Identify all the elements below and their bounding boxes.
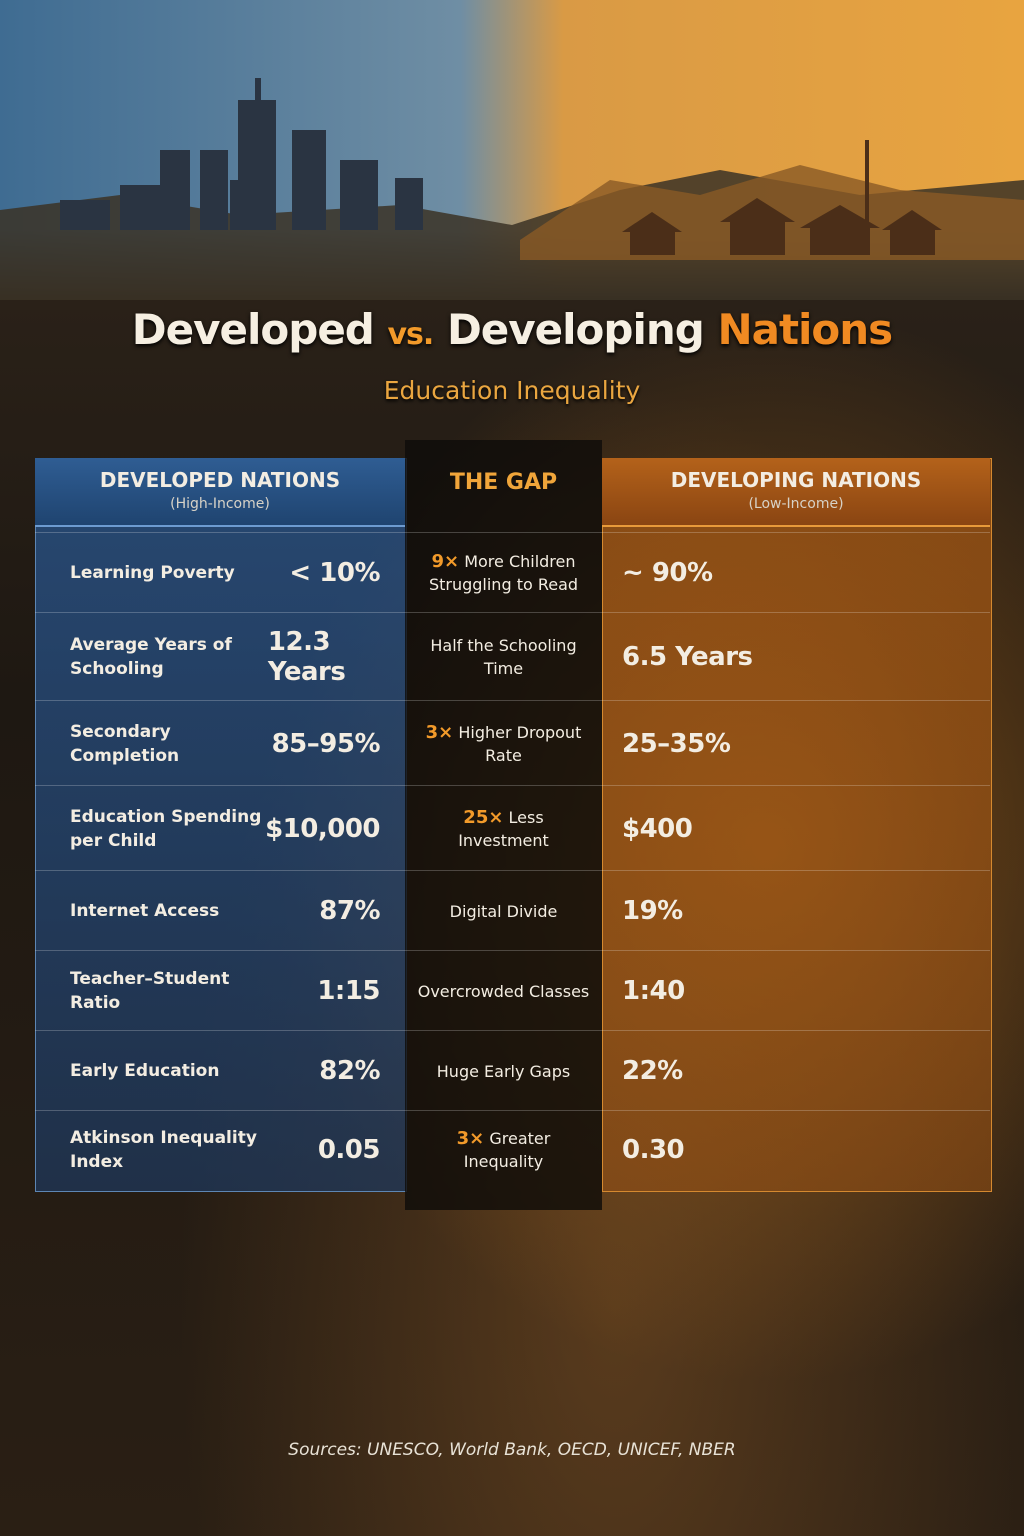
developed-cell: Average Years of Schooling 12.3 Years — [35, 613, 405, 701]
developing-value: 19% — [622, 896, 683, 926]
developed-value: < 10% — [289, 558, 380, 588]
title-part: Developing — [446, 305, 705, 354]
developed-cell: Early Education 82% — [35, 1031, 405, 1111]
gap-cell: Half the Schooling Time — [405, 613, 602, 701]
title-part: Nations — [717, 305, 893, 354]
comparison-table: DEVELOPED NATIONS (High-Income) THE GAP … — [35, 440, 992, 1215]
subtitle: Education Inequality — [383, 376, 641, 405]
table-row: Learning Poverty < 10% 9× More Children St… — [35, 532, 990, 613]
gap-multiplier: 3× — [456, 1128, 485, 1149]
developed-panel — [35, 458, 407, 1192]
header-subtitle: (Low-Income) — [748, 496, 844, 512]
developed-cell: Secondary Completion 85–95% — [35, 701, 405, 786]
header-subtitle: (High-Income) — [170, 496, 270, 512]
table-row: Internet Access 87% Digital Divide 19% — [35, 870, 990, 951]
gap-cell: Huge Early Gaps — [405, 1031, 602, 1111]
gap-description: Digital Divide — [449, 901, 558, 921]
developing-cell: 22% — [602, 1031, 990, 1111]
gap-text: Overcrowded Classes — [418, 980, 590, 1003]
developing-cell: 1:40 — [602, 951, 990, 1031]
developing-panel — [602, 458, 992, 1192]
gap-text: 3× Greater Inequality — [417, 1127, 590, 1173]
gap-description: Greater Inequality — [463, 1129, 551, 1171]
gap-text: 25× Less Investment — [417, 806, 590, 852]
table-row: Early Education 82% Huge Early Gaps 22% — [35, 1030, 990, 1111]
developed-value: 0.05 — [317, 1135, 381, 1165]
developed-value: 85–95% — [271, 728, 381, 759]
metric-label: Internet Access — [70, 901, 220, 921]
developed-value: 87% — [319, 896, 380, 926]
developed-cell: Internet Access 87% — [35, 871, 405, 951]
title-part: Developed — [131, 305, 375, 354]
gap-cell: 3× Greater Inequality — [405, 1111, 602, 1189]
table-row: Average Years of Schooling 12.3 Years Half… — [35, 612, 990, 701]
developed-cell: Education Spending per Child $10,000 — [35, 786, 405, 871]
gap-cell: 25× Less Investment — [405, 786, 602, 871]
gap-description: Huge Early Gaps — [436, 1061, 571, 1081]
developing-value: 25–35% — [622, 728, 731, 759]
gap-cell: 9× More Children Struggling to Read — [405, 533, 602, 613]
table-row: Education Spending per Child $10,000 25× L… — [35, 785, 990, 871]
column-header: THE GAP — [405, 458, 602, 525]
gap-cell: 3× Higher Dropout Rate — [405, 701, 602, 786]
gap-description: Higher Dropout Rate — [458, 722, 582, 765]
sources: Sources: UNESCO, World Bank, OECD, UNICE… — [288, 1440, 736, 1460]
developed-value: 82% — [319, 1056, 380, 1086]
column-header: DEVELOPED NATIONS (High-Income) — [35, 458, 405, 527]
developing-cell: 6.5 Years — [602, 613, 990, 701]
gap-multiplier: 3× — [425, 721, 454, 743]
metric-label: Early Education — [70, 1061, 220, 1081]
developed-cell: Teacher–Student Ratio 1:15 — [35, 951, 405, 1031]
skyline-illustration — [0, 78, 1024, 300]
gap-cell: Overcrowded Classes — [405, 951, 602, 1031]
header-title: THE GAP — [449, 470, 558, 495]
gap-cell: Digital Divide — [405, 871, 602, 951]
developing-cell: ~ 90% — [602, 533, 990, 613]
metric-label: Teacher–Student Ratio — [70, 969, 230, 1013]
developed-value: 12.3 Years — [267, 627, 346, 687]
gap-text: Huge Early Gaps — [437, 1060, 570, 1083]
developed-cell: Atkinson Inequality Index 0.05 — [35, 1111, 405, 1189]
developed-value: 1:15 — [317, 976, 380, 1006]
developing-cell: 25–35% — [602, 701, 990, 786]
gap-description: Overcrowded Classes — [417, 981, 590, 1001]
table-row: Atkinson Inequality Index 0.05 3× Greater … — [35, 1110, 990, 1189]
developed-cell: Learning Poverty < 10% — [35, 533, 405, 613]
table-row: Teacher–Student Ratio 1:15 Overcrowded Cla… — [35, 950, 990, 1031]
gap-description: Less Investment — [458, 807, 549, 850]
header-title: DEVELOPED NATIONS — [99, 468, 341, 492]
developed-value: $10,000 — [265, 813, 380, 844]
metric-label: Atkinson Inequality Index — [70, 1128, 257, 1172]
developing-value: 1:40 — [622, 976, 685, 1006]
gap-description: Half the Schooling Time — [430, 636, 577, 678]
gap-panel — [405, 440, 602, 1210]
metric-label: Education Spending per Child — [70, 806, 262, 851]
gap-multiplier: 9× — [431, 551, 460, 572]
header-title: DEVELOPING NATIONS — [670, 468, 922, 492]
title: Developed vs. Developing Nations — [0, 305, 1024, 354]
gap-text: Digital Divide — [450, 900, 558, 923]
developing-value: 22% — [622, 1056, 683, 1086]
developing-cell: 0.30 — [602, 1111, 990, 1189]
developing-value: 6.5 Years — [622, 642, 753, 672]
developing-value: $400 — [622, 813, 693, 844]
column-header: DEVELOPING NATIONS (Low-Income) — [602, 458, 990, 527]
developing-cell: $400 — [602, 786, 990, 871]
gap-text: Half the Schooling Time — [417, 634, 590, 680]
metric-label: Learning Poverty — [70, 563, 235, 583]
gap-text: 3× Higher Dropout Rate — [417, 721, 590, 767]
gap-description: More Children Struggling to Read — [428, 552, 579, 594]
gap-text: 9× More Children Struggling to Read — [417, 550, 590, 596]
developing-value: ~ 90% — [622, 558, 713, 588]
metric-label: Secondary Completion — [70, 721, 180, 766]
developing-value: 0.30 — [622, 1135, 685, 1165]
gap-multiplier: 25× — [463, 806, 504, 828]
developing-cell: 19% — [602, 871, 990, 951]
title-part: vs. — [387, 317, 435, 352]
metric-label: Average Years of Schooling — [70, 635, 232, 679]
table-row: Secondary Completion 85–95% 3× Higher Drop… — [35, 700, 990, 786]
